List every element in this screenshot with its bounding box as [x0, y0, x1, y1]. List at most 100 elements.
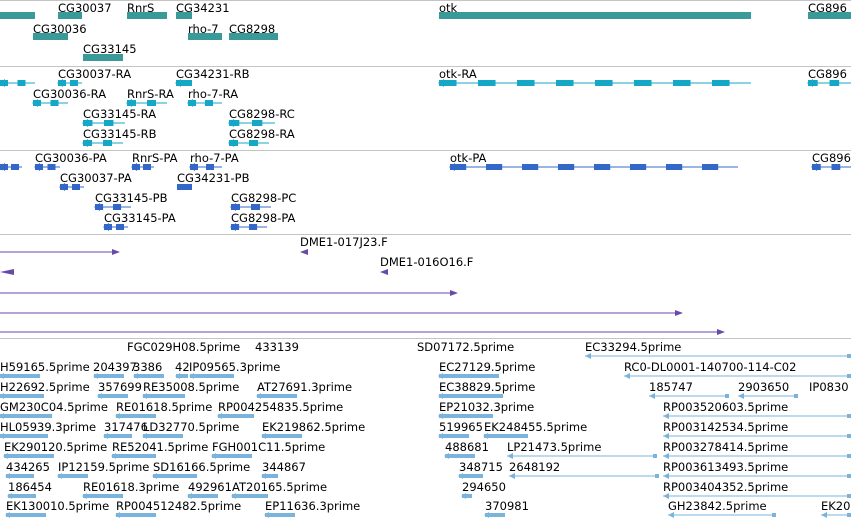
feature-label[interactable]: CG896 [808, 67, 847, 81]
feature-label[interactable]: 2648192 [509, 460, 561, 474]
feature-label[interactable]: CG33145-PA [104, 211, 176, 225]
feature-label[interactable]: RP004254835.5prime [218, 400, 344, 414]
feature-label[interactable]: 2903650 [738, 380, 790, 394]
feature-label[interactable]: CG8298 [229, 22, 276, 36]
feature-label[interactable]: CG8298-RC [229, 107, 295, 121]
feature-label[interactable]: IP0830 [809, 380, 849, 394]
feature-label[interactable]: CG33145 [83, 42, 137, 56]
feature-label[interactable]: AT20165.5prime [232, 480, 328, 494]
feature-label[interactable]: rho-7-PA [190, 151, 239, 165]
feature-glyph[interactable] [0, 12, 35, 19]
feature-label[interactable]: CG30036 [33, 22, 87, 36]
feature-label[interactable]: RP003404352.5prime [663, 480, 789, 494]
feature-label[interactable]: 185747 [649, 380, 693, 394]
feature-label[interactable]: CG8298-RA [229, 127, 295, 141]
feature-label[interactable]: RE52041.5prime [112, 440, 209, 454]
feature-label[interactable]: RnrS-PA [132, 151, 178, 165]
feature-label[interactable]: rho-7-RA [188, 87, 239, 101]
feature-label[interactable]: DME1-017J23.F [300, 235, 388, 249]
feature-label[interactable]: H22692.5prime [0, 380, 90, 394]
feature-label[interactable]: FGH001C11.5prime [212, 440, 326, 454]
feature-label[interactable]: 433139 [255, 340, 299, 354]
feature-label[interactable]: IP09565.3prime [189, 360, 281, 374]
feature-label[interactable]: 488681 [445, 440, 489, 454]
feature-label[interactable]: IP12159.5prime [58, 460, 150, 474]
feature-label[interactable]: RP003278414.5prime [663, 440, 789, 454]
feature-label[interactable]: CG30037-PA [60, 171, 132, 185]
feature-label[interactable]: otk-RA [439, 67, 477, 81]
feature-label[interactable]: RE35008.5prime [143, 380, 240, 394]
feature-label[interactable]: RP004512482.5prime [116, 499, 242, 513]
feature-label[interactable]: CG33145-PB [95, 191, 168, 205]
feature-label[interactable]: GH23842.5prime [668, 499, 767, 513]
feature-label[interactable]: RP003520603.5prime [663, 400, 789, 414]
feature-label[interactable]: CG8298-PA [231, 211, 296, 225]
feature-label[interactable]: 370981 [485, 499, 529, 513]
feature-label[interactable]: RP003142534.5prime [663, 420, 789, 434]
feature-label[interactable]: 294650 [462, 480, 506, 494]
feature-glyph[interactable] [0, 79, 35, 87]
feature-glyph[interactable] [380, 269, 388, 275]
feature-label[interactable]: CG30037-RA [58, 67, 132, 81]
feature-label[interactable]: rho-7 [188, 22, 219, 36]
feature-label[interactable]: EK130010.5prime [6, 499, 110, 513]
feature-label[interactable]: 3386 [133, 360, 163, 374]
feature-label[interactable]: CG30037 [58, 1, 112, 15]
feature-label[interactable]: RC0-DL0001-140700-114-C02 [624, 360, 797, 374]
feature-label[interactable]: CG8298-PC [231, 191, 297, 205]
feature-label[interactable]: CG34231 [176, 1, 230, 15]
feature-label[interactable]: CG34231-PB [177, 171, 250, 185]
feature-label[interactable]: 492961 [188, 480, 232, 494]
feature-label[interactable]: 42 [175, 360, 190, 374]
feature-label[interactable]: 186454 [8, 480, 52, 494]
feature-label[interactable]: EK20 [821, 499, 851, 513]
feature-glyph[interactable] [0, 249, 120, 255]
feature-label[interactable]: CG33145-RA [83, 107, 157, 121]
feature-label[interactable]: 434265 [6, 460, 50, 474]
feature-label[interactable]: otk-PA [450, 151, 487, 165]
feature-glyph[interactable] [0, 329, 725, 335]
feature-label[interactable]: EK290120.5prime [4, 440, 108, 454]
feature-glyph[interactable] [449, 163, 738, 171]
feature-label[interactable]: 519965 [439, 420, 483, 434]
feature-label[interactable]: RP003613493.5prime [663, 460, 789, 474]
feature-label[interactable]: SD07172.5prime [417, 340, 515, 354]
feature-label[interactable]: RE01618.5prime [116, 400, 213, 414]
feature-glyph[interactable] [0, 269, 14, 275]
feature-glyph[interactable] [0, 290, 458, 296]
feature-label[interactable]: HL05939.3prime [0, 420, 97, 434]
feature-label[interactable]: EC33294.5prime [585, 340, 682, 354]
feature-label[interactable]: 317476 [104, 420, 148, 434]
feature-label[interactable]: CG34231-RB [176, 67, 250, 81]
feature-label[interactable]: 357699 [98, 380, 142, 394]
feature-label[interactable]: CG33145-RB [83, 127, 157, 141]
feature-label[interactable]: CG30036-PA [35, 151, 107, 165]
feature-label[interactable]: AT27691.3prime [257, 380, 353, 394]
feature-label[interactable]: GM230C04.5prime [0, 400, 108, 414]
feature-label[interactable]: 204397 [93, 360, 137, 374]
feature-glyph[interactable] [439, 12, 751, 19]
feature-label[interactable]: EP21032.3prime [439, 400, 535, 414]
feature-label[interactable]: RE01618.3prime [83, 480, 180, 494]
feature-label[interactable]: EK219862.5prime [262, 420, 366, 434]
feature-label[interactable]: LP21473.5prime [507, 440, 602, 454]
feature-glyph[interactable] [0, 163, 22, 171]
feature-label[interactable]: EP11636.3prime [265, 499, 361, 513]
feature-label[interactable]: 348715 [459, 460, 503, 474]
feature-glyph[interactable] [438, 79, 751, 87]
feature-label[interactable]: H59165.5prime [0, 360, 90, 374]
feature-glyph[interactable] [0, 310, 683, 316]
feature-label[interactable]: otk [439, 1, 458, 15]
feature-label[interactable]: CG896 [808, 1, 847, 15]
feature-label[interactable]: LD32770.5prime [143, 420, 240, 434]
feature-glyph[interactable] [300, 249, 308, 255]
feature-label[interactable]: CG30036-RA [33, 87, 107, 101]
feature-label[interactable]: RnrS-RA [127, 87, 174, 101]
feature-label[interactable]: EK248455.5prime [484, 420, 588, 434]
feature-label[interactable]: SD16166.5prime [153, 460, 251, 474]
feature-label[interactable]: EC38829.5prime [439, 380, 536, 394]
feature-label[interactable]: CG896 [812, 151, 851, 165]
feature-label[interactable]: RnrS [127, 1, 155, 15]
feature-label[interactable]: 344867 [262, 460, 306, 474]
